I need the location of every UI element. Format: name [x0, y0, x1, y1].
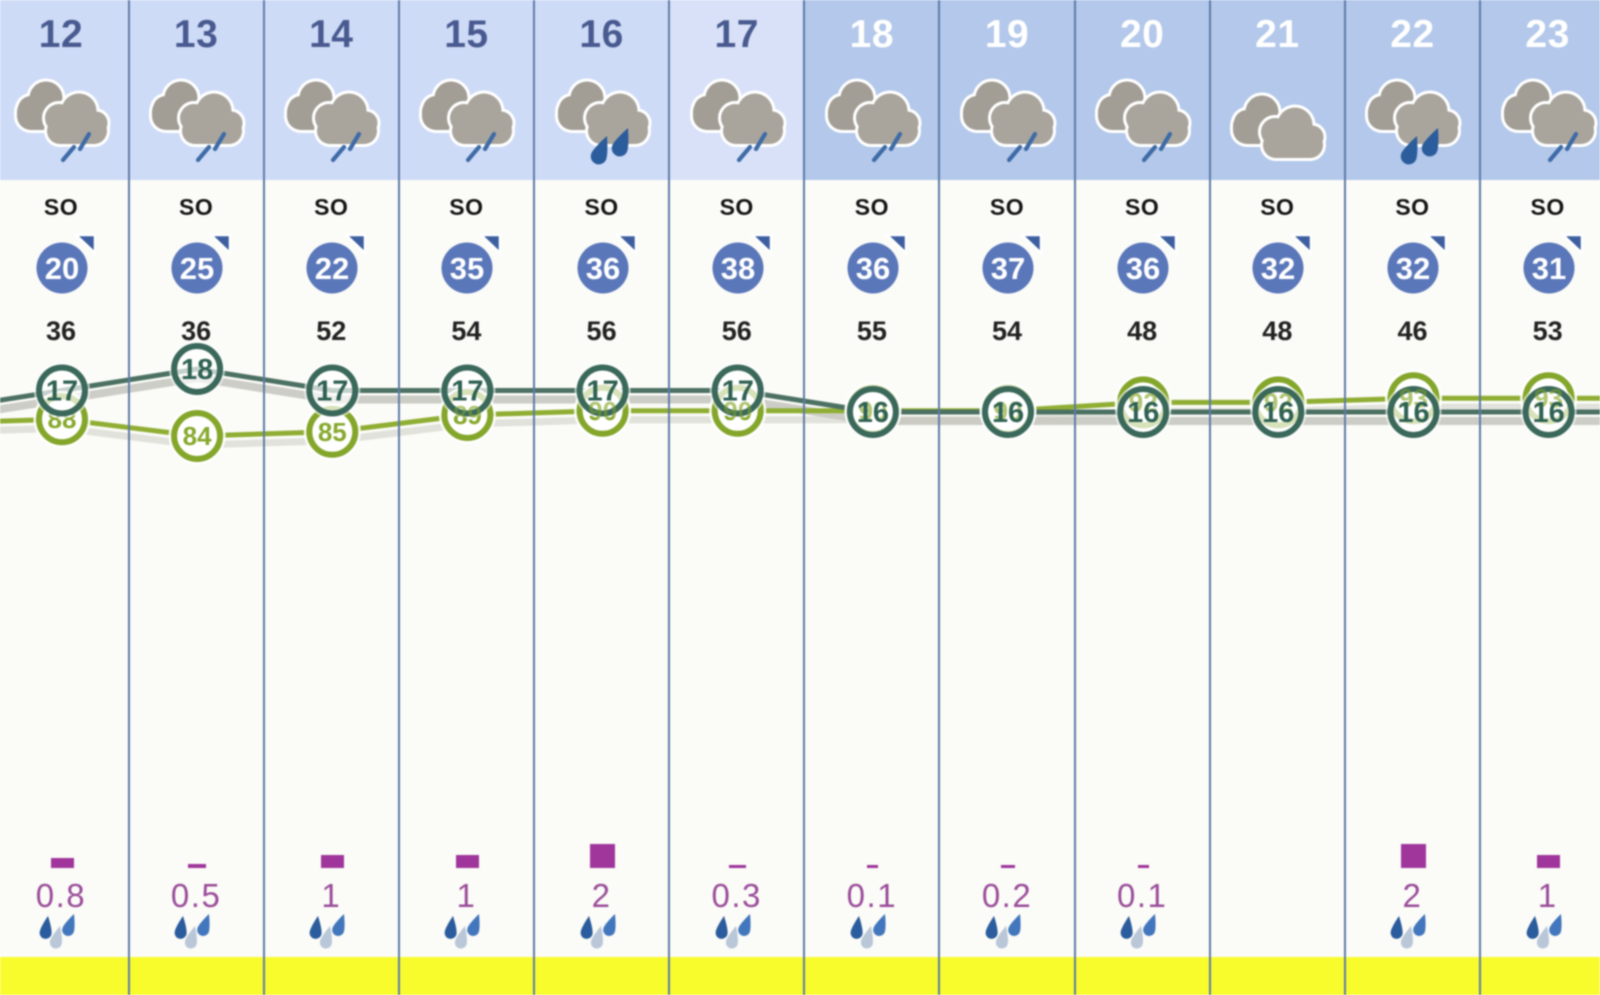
svg-text:16: 16 [1397, 397, 1429, 429]
svg-text:35: 35 [450, 251, 484, 286]
svg-text:32: 32 [1396, 251, 1430, 286]
svg-text:16: 16 [1532, 397, 1564, 429]
svg-text:16: 16 [1262, 397, 1294, 429]
svg-text:84: 84 [183, 421, 212, 451]
svg-text:92: 92 [1264, 387, 1293, 417]
svg-text:32: 32 [1261, 251, 1295, 286]
svg-text:17: 17 [316, 376, 348, 408]
svg-text:16: 16 [857, 397, 889, 429]
svg-text:31: 31 [1531, 251, 1565, 286]
svg-text:90: 90 [994, 396, 1023, 426]
svg-text:22: 22 [315, 251, 349, 286]
svg-text:93: 93 [1399, 383, 1428, 413]
svg-text:93: 93 [1534, 383, 1563, 413]
svg-text:18: 18 [181, 354, 213, 386]
svg-text:16: 16 [1127, 397, 1159, 429]
svg-text:36: 36 [585, 251, 619, 286]
svg-text:17: 17 [451, 376, 483, 408]
svg-text:17: 17 [586, 376, 618, 408]
svg-text:92: 92 [1129, 387, 1158, 417]
svg-text:90: 90 [588, 396, 617, 426]
svg-text:90: 90 [858, 396, 887, 426]
svg-text:20: 20 [45, 251, 79, 286]
svg-text:90: 90 [723, 396, 752, 426]
svg-text:17: 17 [46, 376, 78, 408]
svg-text:37: 37 [991, 251, 1025, 286]
svg-text:89: 89 [453, 400, 482, 430]
svg-text:16: 16 [992, 397, 1024, 429]
svg-text:85: 85 [318, 417, 347, 447]
svg-text:36: 36 [856, 251, 890, 286]
svg-text:25: 25 [180, 251, 214, 286]
svg-text:38: 38 [720, 251, 754, 286]
svg-text:17: 17 [722, 376, 754, 408]
svg-text:36: 36 [1126, 251, 1160, 286]
